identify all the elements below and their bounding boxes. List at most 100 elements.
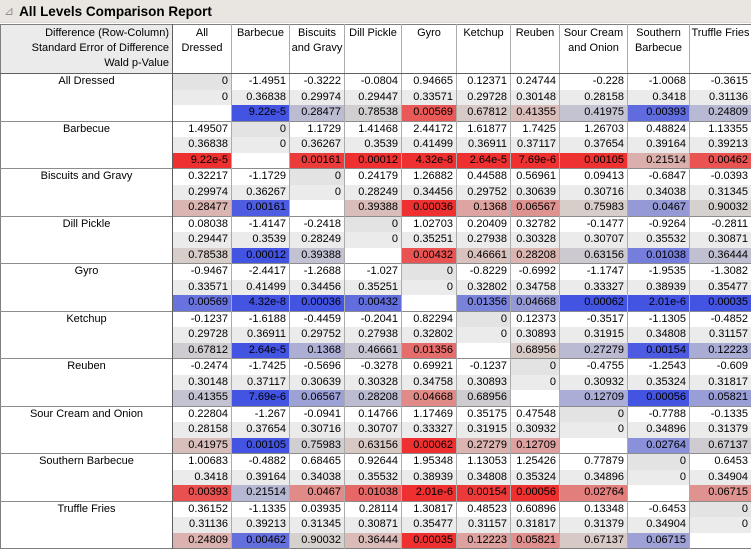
difference-cell: 1.17469 [401, 405, 457, 422]
std-error-cell: 0.29752 [289, 327, 345, 343]
std-error-cell: 0.31915 [456, 422, 511, 438]
difference-cell: 0.12373 [510, 310, 560, 327]
std-error-cell: 0.34896 [627, 422, 690, 438]
difference-cell: 0.35175 [456, 405, 511, 422]
std-error-cell: 0.34038 [627, 184, 690, 200]
row-label: Barbecue [0, 120, 173, 169]
std-error-cell: 0.37654 [231, 422, 290, 438]
difference-cell: 1.13355 [689, 120, 751, 137]
std-error-cell: 0.29447 [172, 232, 232, 248]
difference-cell: 0.68465 [289, 453, 345, 470]
row-label: Sour Cream and Onion [0, 405, 173, 454]
p-value-cell [172, 105, 232, 121]
std-error-cell: 0.30707 [344, 422, 402, 438]
p-value-cell: 0.12709 [559, 390, 628, 406]
p-value-cell: 0.36444 [344, 532, 402, 549]
difference-cell: -0.6847 [627, 168, 690, 185]
std-error-cell: 0.31157 [456, 517, 511, 533]
difference-cell: 0.6453 [689, 453, 751, 470]
std-error-cell: 0.39213 [231, 517, 290, 533]
std-error-cell: 0.34456 [401, 184, 457, 200]
difference-cell: 1.25426 [510, 453, 560, 470]
std-error-cell: 0.41499 [231, 279, 290, 295]
std-error-cell: 0.3539 [344, 137, 402, 153]
difference-cell: -1.2688 [289, 263, 345, 280]
column-header: Sour Cream and Onion [559, 24, 628, 74]
p-value-cell: 0.00161 [231, 200, 290, 216]
difference-cell: -0.8229 [456, 263, 511, 280]
difference-cell: 0.82294 [401, 310, 457, 327]
p-value-cell: 2.01e-6 [401, 485, 457, 501]
std-error-cell: 0.31345 [689, 184, 751, 200]
difference-cell: -1.0068 [627, 73, 690, 90]
difference-cell: 0 [559, 405, 628, 422]
difference-cell: 0.13348 [559, 500, 628, 517]
std-error-cell: 0.32802 [401, 327, 457, 343]
difference-cell: 0.69921 [401, 358, 457, 375]
p-value-cell: 0.02764 [627, 437, 690, 454]
std-error-cell: 0.35477 [689, 279, 751, 295]
std-error-cell: 0.36911 [456, 137, 511, 153]
difference-cell: 1.13053 [456, 453, 511, 470]
corner-header: Difference (Row-Column) Standard Error of… [0, 24, 173, 74]
p-value-cell: 0.67812 [456, 105, 511, 121]
table-row: 0.29974 0.36267 0 0.28249 0.34456 0.29752 0.30… [1, 184, 751, 200]
corner-header-line: Wald p-Value [104, 57, 169, 69]
row-label: Reuben [0, 358, 173, 406]
p-value-cell [344, 247, 402, 264]
p-value-cell [559, 437, 628, 454]
table-row: 0.29728 0.36911 0.29752 0.27938 0.32802 0 0.30… [1, 327, 751, 343]
difference-cell: 1.26882 [401, 168, 457, 185]
difference-cell: 1.30817 [401, 500, 457, 517]
difference-cell: 1.00683 [172, 453, 232, 470]
p-value-cell [627, 485, 690, 501]
table-row: 0.24809 0.00462 0.90032 0.36444 0.00035 0.122… [1, 532, 751, 549]
std-error-cell: 0.29728 [172, 327, 232, 343]
std-error-cell: 0 [559, 422, 628, 438]
p-value-cell: 0.21514 [627, 152, 690, 169]
column-header: Southern Barbecue [627, 24, 690, 74]
corner-header-line: Difference (Row-Column) [45, 27, 169, 39]
difference-cell: -1.1305 [627, 310, 690, 327]
difference-cell: -1.1335 [231, 500, 290, 517]
difference-cell: 1.95348 [401, 453, 457, 470]
std-error-cell: 0.34758 [510, 279, 560, 295]
p-value-cell: 0.41355 [172, 390, 232, 406]
std-error-cell: 0.35251 [401, 232, 457, 248]
table-row: 0.3418 0.39164 0.34038 0.35532 0.38939 0.3480… [1, 469, 751, 485]
difference-cell: 0.94665 [401, 73, 457, 90]
difference-cell: 0 [627, 453, 690, 470]
difference-cell: 0.22804 [172, 405, 232, 422]
difference-cell: 0 [231, 120, 290, 137]
std-error-cell: 0.31379 [559, 517, 628, 533]
table-row: 9.22e-5 0.28477 0.78538 0.00569 0.67812 0.413… [1, 105, 751, 121]
std-error-cell: 0.3418 [627, 89, 690, 105]
disclosure-triangle-icon[interactable]: ⊿ [4, 4, 15, 18]
std-error-cell: 0 [172, 89, 232, 105]
std-error-cell: 0.27938 [456, 232, 511, 248]
std-error-cell: 0.34038 [289, 469, 345, 485]
std-error-cell: 0.34456 [289, 279, 345, 295]
difference-cell: -0.2811 [689, 215, 751, 232]
std-error-cell: 0.35532 [344, 469, 402, 485]
difference-cell: -0.609 [689, 358, 751, 375]
std-error-cell: 0.34758 [401, 374, 457, 390]
table-row: 0.78538 0.00012 0.39388 0.00432 0.46661 0.282… [1, 247, 751, 264]
column-header: Biscuits and Gravy [289, 24, 345, 74]
p-value-cell: 0.39388 [344, 200, 402, 216]
difference-cell: 0.24744 [510, 73, 560, 90]
std-error-cell: 0 [289, 184, 345, 200]
difference-cell: -1.7425 [231, 358, 290, 375]
difference-cell: 0.12371 [456, 73, 511, 90]
difference-cell: 0.32217 [172, 168, 232, 185]
std-error-cell: 0.3539 [231, 232, 290, 248]
difference-cell: 1.7425 [510, 120, 560, 137]
p-value-cell: 0.90032 [289, 532, 345, 549]
difference-cell: 0 [510, 358, 560, 375]
table-row: 0.30148 0.37117 0.30639 0.30328 0.34758 0.308… [1, 374, 751, 390]
p-value-cell: 0.01356 [401, 342, 457, 359]
p-value-cell: 0.00569 [401, 105, 457, 121]
std-error-cell: 0.30932 [510, 422, 560, 438]
p-value-cell: 0.28477 [172, 200, 232, 216]
std-error-cell: 0.30328 [510, 232, 560, 248]
